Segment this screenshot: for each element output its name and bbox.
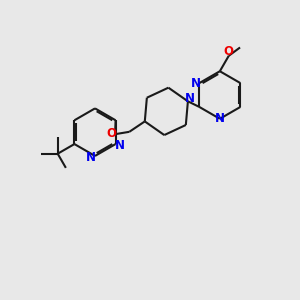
Text: N: N	[215, 112, 225, 125]
Text: O: O	[224, 45, 234, 58]
Text: N: N	[184, 92, 194, 105]
Text: N: N	[86, 151, 96, 164]
Text: O: O	[106, 127, 116, 140]
Text: N: N	[190, 76, 200, 90]
Text: N: N	[115, 139, 124, 152]
